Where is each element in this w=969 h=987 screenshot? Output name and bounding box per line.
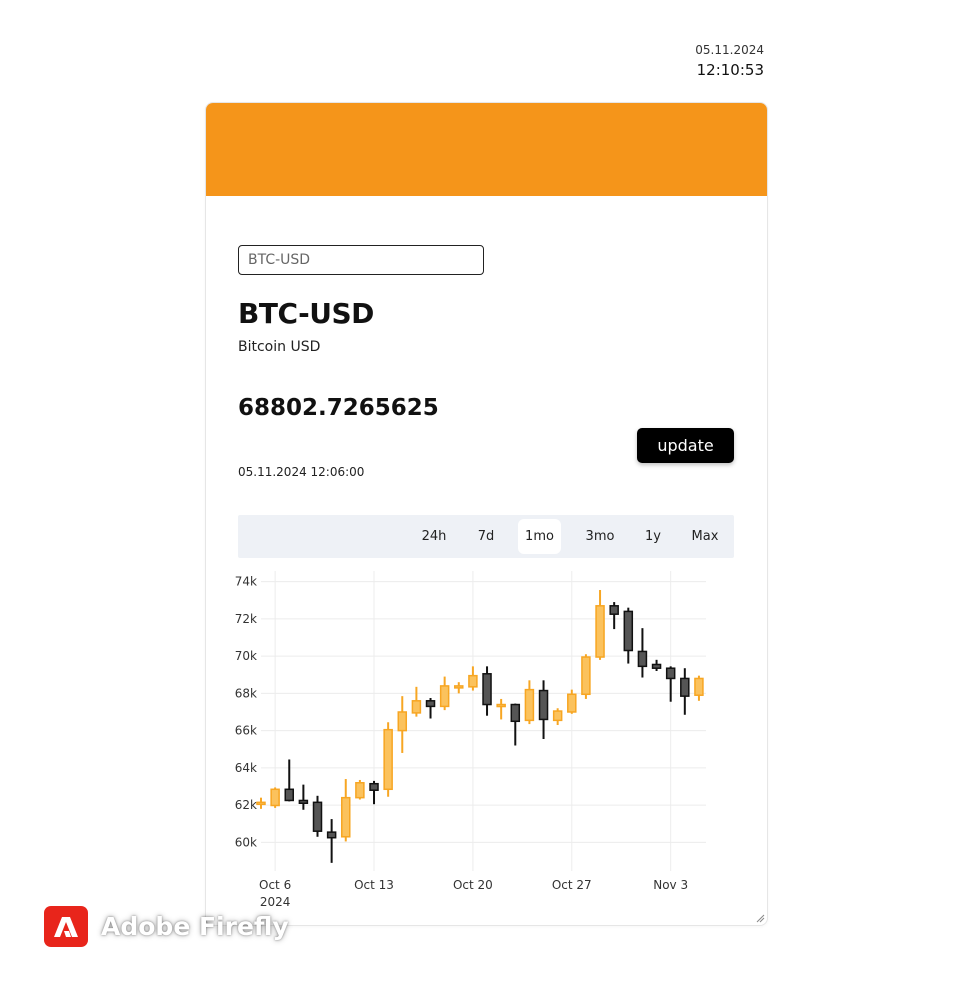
candle-body — [397, 711, 408, 732]
range-7d[interactable]: 7d — [468, 519, 504, 554]
y-tick-label: 70k — [235, 649, 257, 663]
quote-name: Bitcoin USD — [238, 339, 321, 355]
candle-body — [496, 703, 506, 708]
update-button[interactable]: update — [637, 428, 734, 463]
candle-body — [552, 710, 563, 722]
candle-body — [524, 688, 535, 722]
x-tick-label: Oct 13 — [354, 878, 394, 892]
y-tick-label: 62k — [235, 798, 257, 812]
candle-body — [256, 801, 266, 806]
range-1y[interactable]: 1y — [638, 519, 668, 554]
ticker-search-input[interactable] — [238, 245, 484, 275]
candle-body — [326, 831, 337, 839]
y-tick-label: 64k — [235, 761, 257, 775]
candle-body — [425, 700, 436, 708]
candle-body — [454, 685, 464, 689]
range-1mo[interactable]: 1mo — [518, 519, 561, 554]
x-tick-label: Oct 6 — [259, 878, 291, 892]
candle-body — [567, 693, 577, 713]
x-tick-label: Oct 27 — [552, 878, 592, 892]
candlestick-chart: 60k 62k 64k 66k 68k 70k 72k 74k Oct 6 2024 Oct 13… — [235, 571, 706, 909]
candle-body — [298, 799, 309, 805]
candle-body — [439, 685, 450, 708]
clock: 05.11.2024 12:10:53 — [695, 43, 764, 79]
range-max[interactable]: Max — [684, 519, 726, 554]
candle-body — [355, 782, 365, 799]
candle-body — [468, 674, 478, 688]
candle-body — [609, 605, 619, 615]
x-tick-label: Oct 20 — [453, 878, 493, 892]
range-3mo[interactable]: 3mo — [578, 519, 622, 554]
candle-body — [284, 788, 295, 802]
candles — [256, 589, 704, 863]
card-header-banner — [206, 103, 767, 196]
quote-price: 68802.7265625 — [238, 395, 439, 421]
clock-date: 05.11.2024 — [695, 43, 764, 57]
quote-timestamp: 05.11.2024 12:06:00 — [238, 465, 365, 479]
candle-body — [383, 728, 393, 791]
candle-body — [411, 700, 422, 714]
candle-body — [482, 673, 492, 706]
candle-body — [680, 677, 690, 697]
range-24h[interactable]: 24h — [414, 519, 454, 554]
resize-grip-icon[interactable] — [755, 913, 765, 923]
adobe-firefly-watermark: Adobe Firefly — [44, 906, 289, 947]
y-tick-label: 72k — [235, 612, 257, 626]
quote-symbol: BTC-USD — [238, 297, 374, 330]
quote-card: BTC-USD Bitcoin USD 68802.7265625 update… — [205, 102, 768, 926]
candle-body — [637, 650, 648, 668]
candle-body — [312, 801, 323, 832]
y-tick-label: 60k — [235, 835, 257, 849]
candle-body — [623, 610, 634, 652]
x-tick-year-label: 2024 — [260, 895, 291, 909]
adobe-logo-icon — [44, 906, 88, 947]
candle-body — [595, 605, 605, 658]
candle-body — [510, 703, 521, 723]
x-tick-label: Nov 3 — [653, 878, 688, 892]
chart-grid — [261, 571, 706, 871]
y-tick-label: 74k — [235, 575, 257, 589]
y-tick-label: 66k — [235, 724, 257, 738]
clock-time: 12:10:53 — [696, 61, 764, 79]
candle-body — [694, 677, 704, 696]
candle-body — [369, 782, 379, 791]
candle-body — [651, 663, 662, 669]
candle-body — [341, 796, 351, 838]
range-selector: 24h 7d 1mo 3mo 1y Max — [238, 515, 734, 558]
x-axis-ticks: Oct 6 2024 Oct 13 Oct 20 Oct 27 Nov 3 — [259, 878, 688, 909]
candle-body — [270, 788, 280, 807]
candle-body — [665, 667, 676, 680]
candle-body — [538, 689, 549, 721]
watermark-text: Adobe Firefly — [101, 912, 289, 941]
y-axis-ticks: 60k 62k 64k 66k 68k 70k 72k 74k — [235, 575, 257, 850]
candle-body — [581, 656, 591, 696]
y-tick-label: 68k — [235, 686, 257, 700]
